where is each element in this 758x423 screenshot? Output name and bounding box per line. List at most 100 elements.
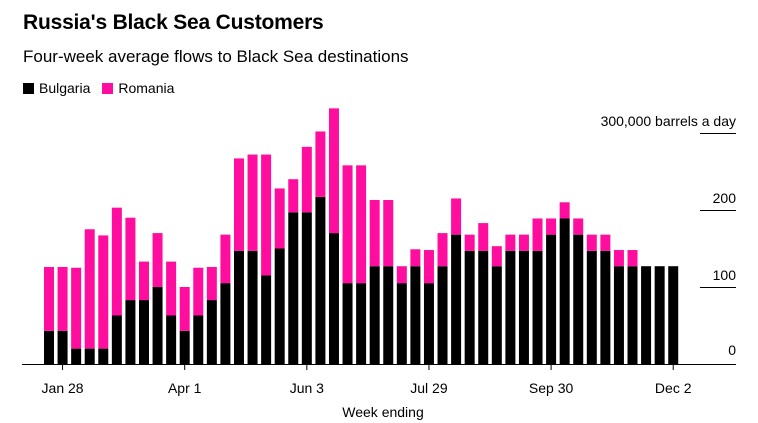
bar-bulgaria	[668, 266, 679, 364]
bar-bulgaria	[396, 283, 407, 364]
x-tick-label: Jun 3	[290, 380, 324, 396]
bar-bulgaria	[451, 234, 462, 364]
bar-bulgaria	[641, 266, 652, 364]
bar-romania	[328, 108, 339, 234]
x-tick-label: Jan 28	[42, 380, 84, 396]
bar-bulgaria	[613, 266, 624, 364]
bar-romania	[315, 131, 326, 197]
x-tick-label: Apr 1	[168, 380, 202, 396]
bar-bulgaria	[138, 300, 149, 364]
bar-bulgaria	[505, 250, 516, 364]
bar-romania	[98, 235, 109, 349]
bar-romania	[383, 199, 394, 267]
bar-bulgaria	[654, 266, 665, 364]
bar-romania	[247, 154, 258, 251]
bar-romania	[138, 261, 149, 301]
legend-item-romania: Romania	[102, 80, 174, 96]
bar-romania	[518, 234, 529, 251]
y-tick-label: 300,000 barrels a day	[601, 113, 736, 129]
bar-bulgaria	[98, 348, 109, 364]
bar-romania	[369, 199, 380, 267]
bar-bulgaria	[369, 266, 380, 364]
bar-romania	[586, 234, 597, 251]
chart-subtitle: Four-week average flows to Black Sea des…	[23, 47, 409, 66]
bar-bulgaria	[152, 287, 163, 364]
chart-title: Russia's Black Sea Customers	[23, 11, 324, 34]
bar-bulgaria	[84, 348, 95, 364]
bar-bulgaria	[111, 315, 122, 364]
bar-bulgaria	[315, 196, 326, 364]
bar-bulgaria	[423, 283, 434, 364]
bar-bulgaria	[233, 250, 244, 364]
bar-romania	[57, 266, 68, 331]
y-tick-label: 200	[713, 190, 737, 206]
bar-romania	[301, 146, 312, 213]
bar-romania	[233, 158, 244, 251]
bar-romania	[546, 218, 557, 235]
bar-romania	[505, 234, 516, 251]
bar-bulgaria	[125, 300, 136, 364]
legend-label-bulgaria: Bulgaria	[39, 80, 91, 96]
bar-bulgaria	[491, 266, 502, 364]
bar-bulgaria	[437, 266, 448, 364]
bar-bulgaria	[274, 248, 285, 364]
bar-bulgaria	[288, 212, 299, 364]
bar-bulgaria	[179, 330, 190, 364]
bar-romania	[613, 250, 624, 267]
legend-item-bulgaria: Bulgaria	[23, 80, 90, 96]
x-tick-label: Dec 2	[655, 380, 692, 396]
bar-bulgaria	[220, 283, 231, 364]
bar-bulgaria	[57, 330, 68, 364]
bar-bulgaria	[301, 212, 312, 364]
bar-romania	[573, 218, 584, 235]
bar-romania	[491, 246, 502, 267]
legend-swatch-bulgaria	[23, 82, 34, 94]
bar-bulgaria	[44, 330, 54, 364]
bar-bulgaria	[342, 283, 353, 364]
bar-romania	[206, 266, 217, 301]
bar-bulgaria	[166, 315, 177, 364]
bar-bulgaria	[206, 300, 217, 364]
bar-bulgaria	[627, 266, 638, 364]
legend-swatch-romania	[102, 82, 114, 94]
bar-bulgaria	[518, 250, 529, 364]
x-tick-label: Sep 30	[529, 380, 574, 396]
bar-romania	[44, 266, 54, 331]
bar-romania	[451, 198, 462, 235]
bar-romania	[423, 250, 434, 284]
bar-bulgaria	[532, 250, 543, 364]
legend: Bulgaria Romania	[23, 80, 186, 96]
bar-bulgaria	[410, 266, 421, 364]
bar-romania	[396, 266, 407, 284]
x-axis-title: Week ending	[342, 404, 423, 420]
bar-bulgaria	[559, 218, 570, 364]
bar-romania	[152, 233, 163, 287]
bar-bulgaria	[71, 348, 82, 364]
bar-bulgaria	[586, 250, 597, 364]
bar-romania	[84, 229, 95, 349]
bar-romania	[356, 165, 367, 284]
bar-bulgaria	[247, 250, 258, 364]
legend-label-romania: Romania	[118, 80, 175, 96]
bar-romania	[166, 261, 177, 316]
y-tick-label: 0	[728, 342, 736, 358]
bar-romania	[532, 218, 543, 251]
bar-romania	[600, 234, 611, 251]
bar-bulgaria	[546, 234, 557, 364]
bar-romania	[437, 233, 448, 267]
bar-romania	[342, 165, 353, 284]
x-tick-label: Jul 29	[410, 380, 448, 396]
bar-romania	[71, 267, 82, 349]
bar-bulgaria	[383, 266, 394, 364]
bar-romania	[261, 154, 272, 276]
bar-romania	[179, 287, 190, 331]
bar-romania	[111, 207, 122, 316]
bar-romania	[220, 234, 231, 284]
bar-romania	[125, 217, 136, 301]
bar-bulgaria	[356, 283, 367, 364]
bar-romania	[288, 179, 299, 213]
bar-bulgaria	[193, 315, 204, 364]
bar-romania	[274, 188, 285, 249]
bar-romania	[478, 223, 489, 251]
